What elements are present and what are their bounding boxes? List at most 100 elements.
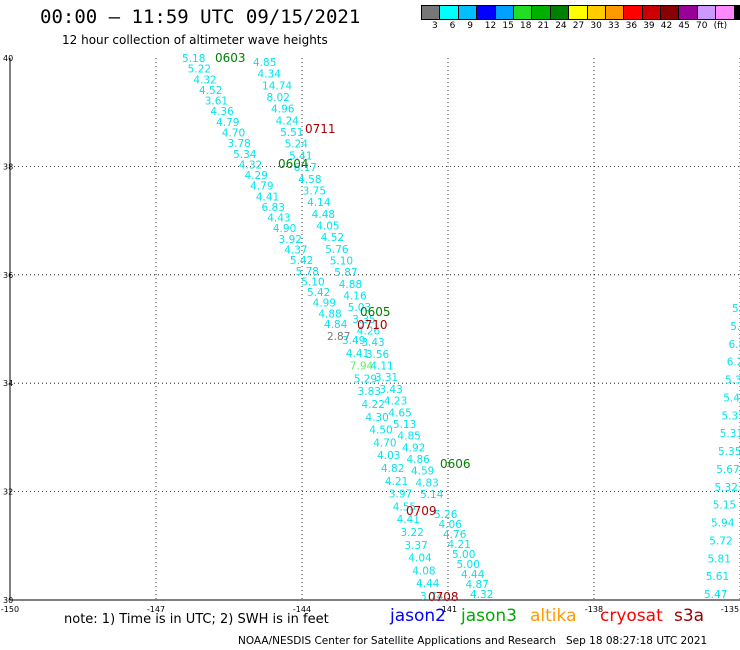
wave-height-value: 4.88 (318, 308, 341, 320)
wave-height-value: 5.18 (182, 53, 205, 65)
scale-label: (ft) (713, 21, 728, 31)
wave-height-value: 4.23 (384, 396, 407, 408)
wave-height-value: 5.00 (457, 559, 480, 571)
wave-height-value: 4.55 (393, 501, 416, 513)
wave-height-value: 5.29 (354, 373, 377, 385)
legend-s3a: s3a (674, 606, 705, 626)
wave-height-value: 5.37 (722, 410, 740, 422)
wave-height-value: 4.32 (239, 159, 262, 171)
scale-label: 27 (572, 21, 585, 31)
wave-height-value: 4.85 (397, 431, 420, 443)
scale-label: 33 (608, 21, 620, 31)
lon-tick-label: -135 (721, 605, 739, 614)
wave-height-value: 5.03 (348, 302, 371, 314)
wave-height-value: 4.41 (346, 348, 369, 360)
lon-tick-label: -150 (1, 605, 19, 614)
pass-time-label: 0606 (440, 457, 471, 471)
wave-height-value: 5.32 (715, 482, 738, 494)
lon-tick-label: -147 (147, 605, 165, 614)
color-scale-labels: 3 6 9 12 15 18 21 24 27 30 33 36 39 42 45 70 (ft) (422, 21, 740, 35)
wave-height-value: 4.65 (388, 407, 411, 419)
wave-height-value: 4.96 (271, 104, 295, 116)
wave-height-value: 4.34 (258, 69, 282, 81)
wave-height-value: 5.31 (720, 428, 740, 440)
wave-height-value: 4.11 (370, 361, 393, 373)
wave-height-value: 4.52 (321, 232, 344, 244)
wave-height-value: 5.47 (704, 589, 727, 601)
wave-height-value: 4.76 (443, 529, 467, 541)
scale-label: 24 (555, 21, 567, 31)
wave-height-value: 2.87 (327, 331, 350, 343)
legend-jason2: jason2 (390, 606, 446, 626)
wave-height-value: 4.82 (381, 463, 404, 475)
wave-height-value: 5.42 (307, 287, 330, 299)
wave-height-value: 4.06 (439, 519, 463, 531)
wave-height-value: 4.44 (461, 569, 485, 581)
wave-height-value: 4.52 (199, 85, 222, 97)
wave-height-value: 4.24 (276, 115, 300, 127)
note-text: note: 1) Time is in UTC; 2) SWH is in fe… (64, 612, 329, 627)
scale-label: 70 (696, 21, 708, 31)
wave-height-value: 4.05 (316, 220, 339, 232)
wave-height-value: 5.15 (713, 500, 736, 512)
lat-tick-label: 30 (3, 596, 13, 605)
lat-tick-label: 36 (3, 271, 13, 280)
footer-credit: NOAA/NESDIS Center for Satellite Applica… (238, 635, 708, 647)
wave-height-value: 4.16 (343, 291, 367, 303)
wave-height-value: 4.08 (412, 565, 435, 577)
scale-label: 42 (660, 21, 673, 31)
wave-height-value: 5.35 (718, 446, 740, 458)
wave-height-value: 3.92 (279, 234, 302, 246)
wave-height-value: 4.22 (362, 399, 385, 411)
pass-time-label: 0709 (406, 504, 437, 518)
scale-label: 45 (678, 21, 690, 31)
wave-height-value: 4.36 (210, 106, 234, 118)
wave-height-value: 4.86 (406, 454, 430, 466)
wave-height-value: 3.22 (401, 527, 424, 539)
wave-height-value: 4.59 (411, 466, 434, 478)
wave-height-value: 5.94 (711, 518, 735, 530)
scale-label: 36 (625, 21, 638, 31)
pass-time-label: 0708 (428, 590, 459, 604)
wave-height-value: 5.22 (188, 64, 211, 76)
wave-height-value: 4.92 (402, 442, 425, 454)
pass-time-label: 0605 (360, 305, 391, 319)
wave-height-value: 4.79 (250, 181, 273, 193)
wave-height-value: 4.85 (253, 57, 276, 69)
scale-swatch (733, 5, 740, 20)
pass-time-label: 0603 (215, 51, 246, 65)
wave-height-value: 4.50 (369, 425, 392, 437)
lat-tick-label: 34 (3, 379, 13, 388)
wave-height-value: 4.79 (216, 117, 239, 129)
wave-height-value: 4.70 (373, 437, 396, 449)
scale-label: 3 (432, 21, 438, 31)
wave-height-value: 4.04 (408, 553, 432, 565)
wave-height-value: 3.49 (342, 335, 365, 347)
wave-height-value: 4.21 (385, 476, 408, 488)
wave-height-value: 7.94 (350, 361, 374, 373)
wave-height-value: 4.43 (267, 213, 290, 225)
wave-height-value: 5.87 (334, 267, 357, 279)
wave-height-value: 3.35 (352, 314, 375, 326)
wave-height-value: 5.76 (325, 244, 349, 256)
wave-height-value: 4.44 (416, 578, 440, 590)
pass-time-label: 0710 (357, 318, 388, 332)
wave-height-value: 4.90 (273, 223, 296, 235)
lat-tick-label: 40 (3, 54, 13, 63)
wave-height-value: 4.32 (470, 589, 493, 601)
wave-height-value: 4.70 (222, 127, 245, 139)
map-title: 00:00 – 11:59 UTC 09/15/2021 (40, 6, 361, 28)
wave-height-value: 3.31 (375, 372, 398, 384)
wave-height-value: 4.03 (377, 450, 400, 462)
wave-height-value: 4.88 (339, 279, 362, 291)
wave-height-value: 4.41 (256, 191, 279, 203)
wave-height-value: 4.30 (365, 412, 388, 424)
wave-height-value: 5.34 (233, 149, 257, 161)
wave-height-value: 5.61 (706, 571, 729, 583)
wave-height-value: 4.14 (307, 197, 331, 209)
scale-label: 12 (484, 21, 497, 31)
pass-time-label: 0604 (278, 157, 309, 171)
wave-height-value: 5.31 (725, 375, 740, 387)
wave-height-value: 4.21 (448, 539, 471, 551)
